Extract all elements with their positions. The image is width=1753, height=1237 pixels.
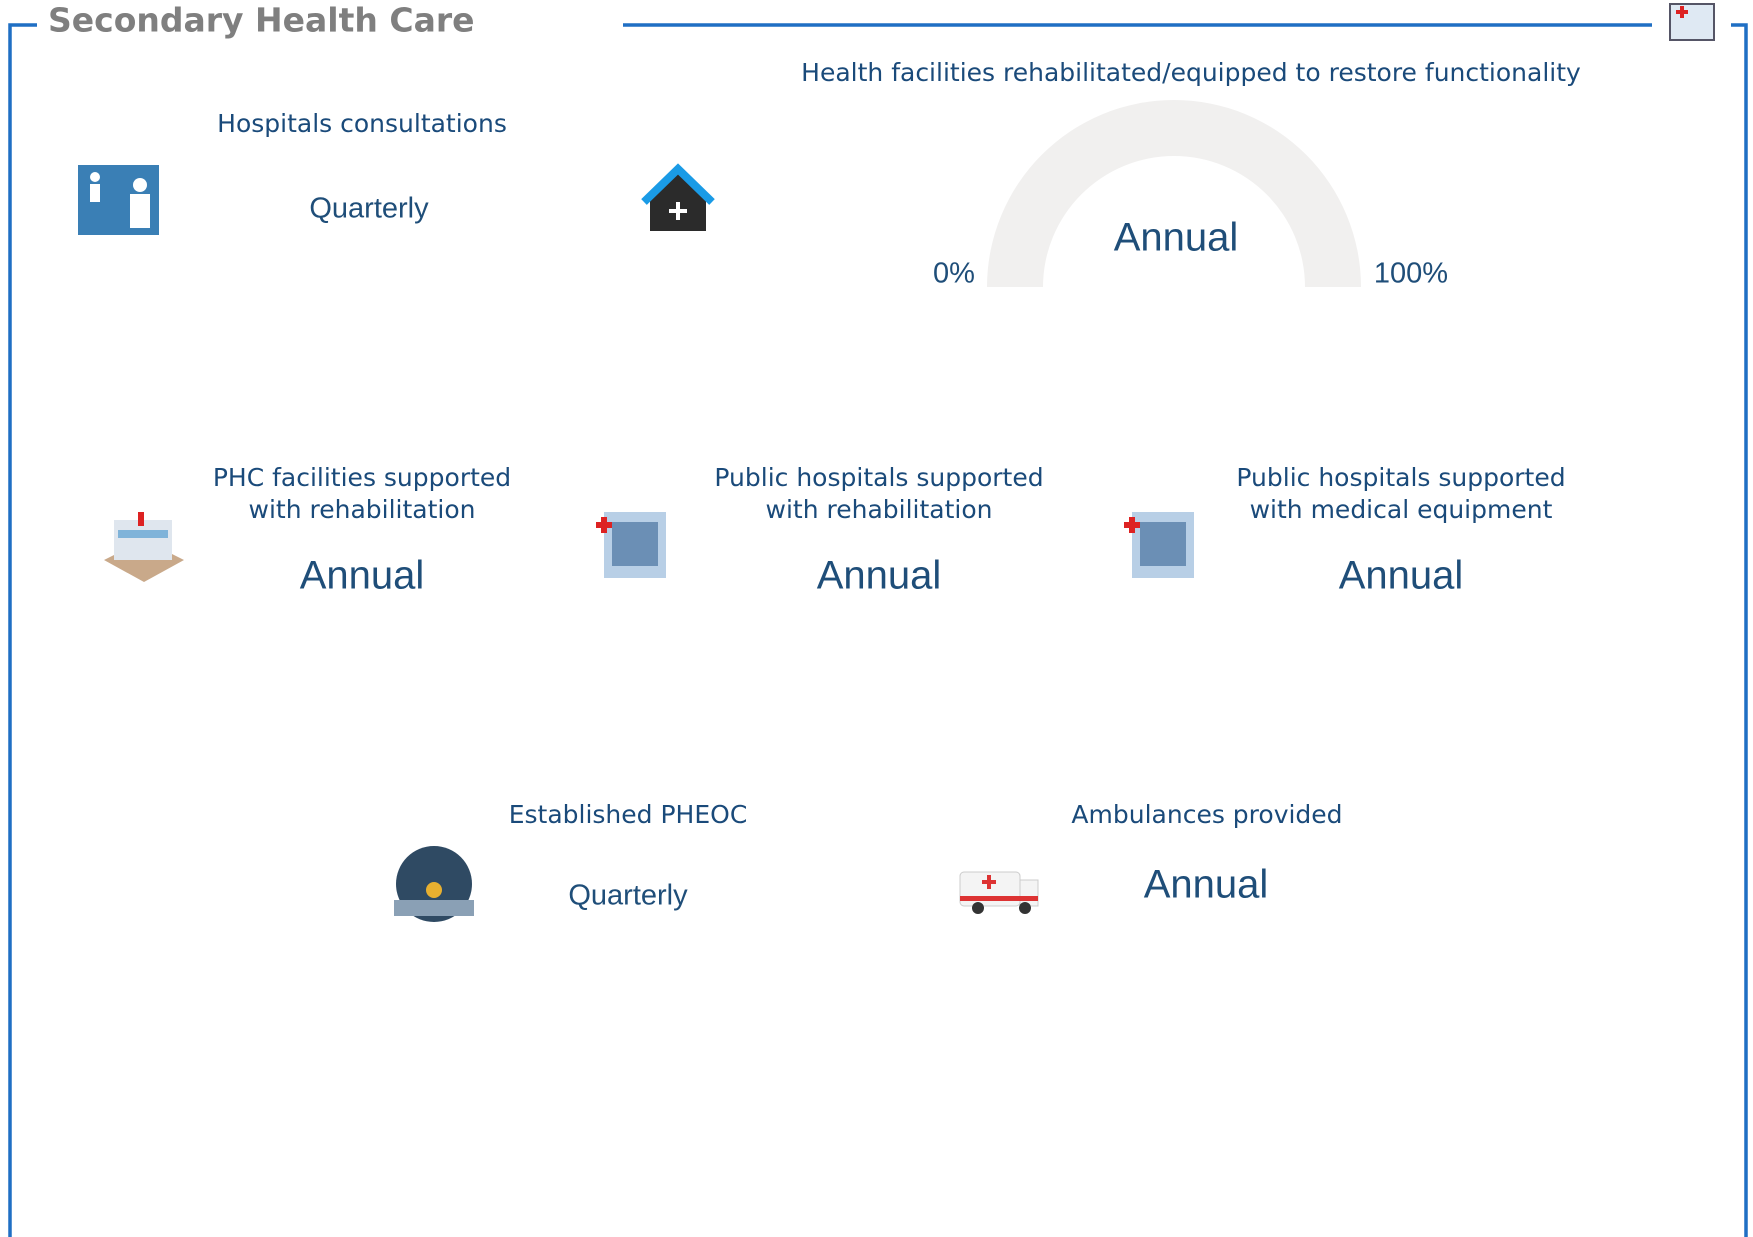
hospital-icon [596,512,666,578]
gauge-value: Annual [1114,216,1239,260]
consultation-icon [78,165,159,235]
pheoc-icon [394,846,474,922]
card-title: Established PHEOC [509,800,748,829]
card-value: Quarterly [309,193,429,225]
card-title: with rehabilitation [249,495,476,524]
card-title: with medical equipment [1250,495,1553,524]
card-title: Public hospitals supported [714,463,1043,492]
gauge-min: 0% [933,258,975,290]
card-title: PHC facilities supported [213,463,511,492]
card-title: Hospitals consultations [217,109,507,138]
card-title: with rehabilitation [766,495,993,524]
gauge-title: Health facilities rehabilitated/equipped… [801,58,1581,87]
card-title: Ambulances provided [1071,800,1342,829]
card-value: Annual [300,554,425,598]
frame [10,25,1746,1237]
card-value: Annual [1144,863,1269,907]
cards: Hospitals consultations Quarterly PHC faci… [213,109,1566,912]
ambulance-icon [960,872,1038,914]
phc-icon [104,512,184,582]
house-icon [644,169,712,231]
card-value: Quarterly [568,880,688,912]
card-value: Annual [1339,554,1464,598]
page-title: Secondary Health Care [48,1,475,40]
gauge-max: 100% [1374,258,1448,290]
card-value: Annual [817,554,942,598]
hospital-icon [1124,512,1194,578]
corner-icon [1670,4,1714,40]
card-title: Public hospitals supported [1236,463,1565,492]
dashboard: Secondary Health Care Health facilities … [0,0,1753,1237]
